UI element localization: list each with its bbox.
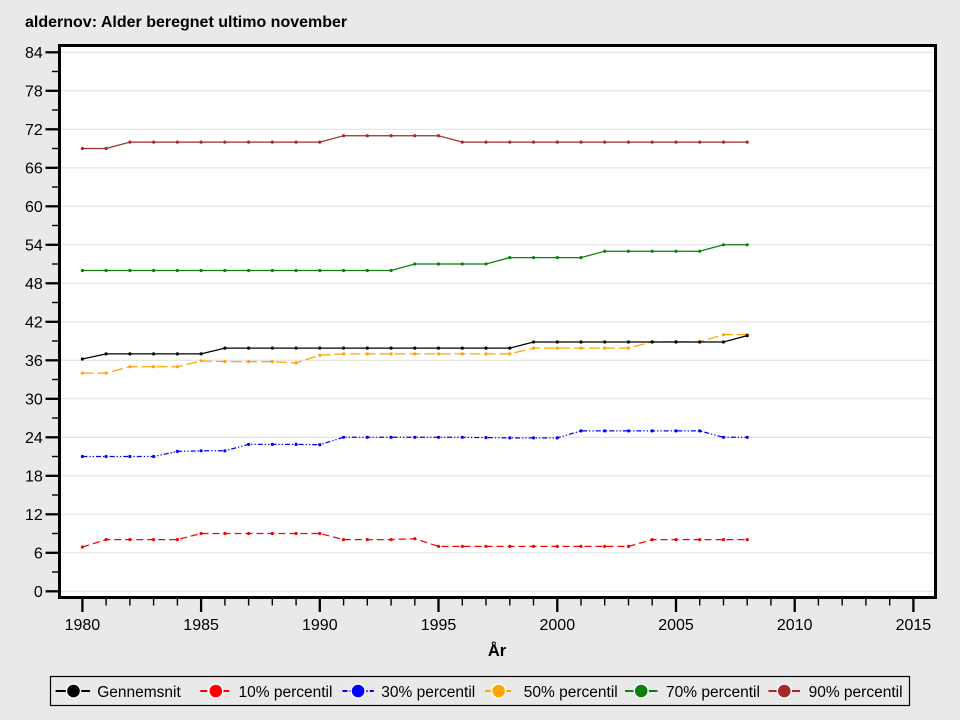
svg-text:0: 0 bbox=[34, 584, 43, 601]
svg-text:70% percentil: 70% percentil bbox=[666, 684, 760, 701]
svg-text:1990: 1990 bbox=[302, 617, 338, 634]
svg-text:2000: 2000 bbox=[540, 617, 576, 634]
svg-text:1995: 1995 bbox=[421, 617, 457, 634]
svg-text:År: År bbox=[488, 641, 507, 660]
svg-text:2015: 2015 bbox=[896, 617, 932, 634]
svg-text:12: 12 bbox=[25, 507, 43, 524]
svg-text:30% percentil: 30% percentil bbox=[381, 684, 475, 701]
svg-text:84: 84 bbox=[25, 45, 43, 62]
svg-text:aldernov: Alder beregnet ultim: aldernov: Alder beregnet ultimo november bbox=[25, 14, 347, 31]
svg-text:54: 54 bbox=[25, 238, 43, 255]
svg-text:Gennemsnit: Gennemsnit bbox=[97, 684, 181, 701]
svg-text:78: 78 bbox=[25, 84, 43, 101]
svg-text:50% percentil: 50% percentil bbox=[524, 684, 618, 701]
svg-text:72: 72 bbox=[25, 122, 43, 139]
svg-text:24: 24 bbox=[25, 430, 43, 447]
svg-text:1985: 1985 bbox=[183, 617, 219, 634]
svg-text:66: 66 bbox=[25, 161, 43, 178]
svg-text:18: 18 bbox=[25, 469, 43, 486]
svg-text:2005: 2005 bbox=[658, 617, 694, 634]
svg-text:48: 48 bbox=[25, 276, 43, 293]
svg-text:10% percentil: 10% percentil bbox=[239, 684, 333, 701]
svg-text:60: 60 bbox=[25, 199, 43, 216]
svg-text:6: 6 bbox=[34, 546, 43, 563]
svg-text:30: 30 bbox=[25, 392, 43, 409]
svg-text:36: 36 bbox=[25, 353, 43, 370]
svg-text:2010: 2010 bbox=[777, 617, 813, 634]
svg-text:90% percentil: 90% percentil bbox=[809, 684, 903, 701]
svg-text:42: 42 bbox=[25, 315, 43, 332]
svg-text:1980: 1980 bbox=[65, 617, 101, 634]
